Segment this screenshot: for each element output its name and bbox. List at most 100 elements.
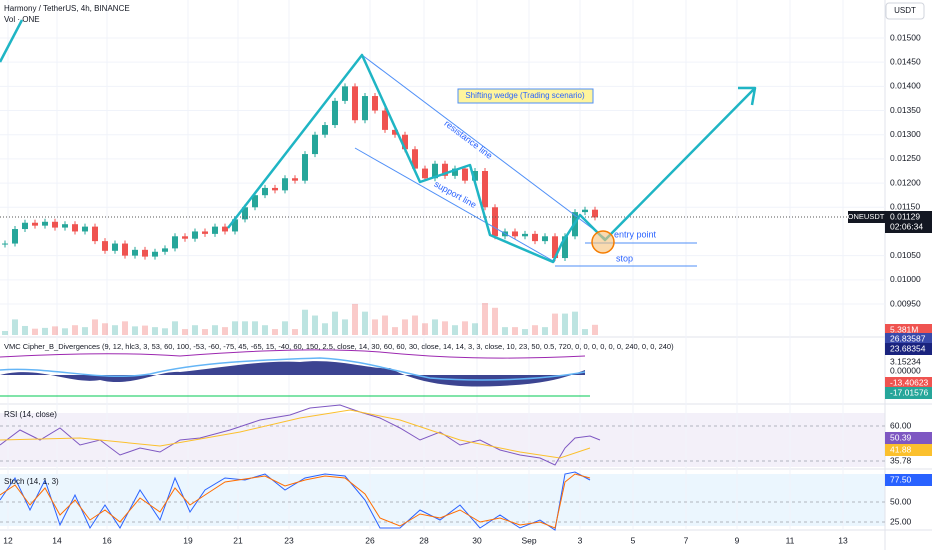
candle (182, 236, 188, 239)
candle (352, 86, 358, 121)
axis-tag-text: 25.00 (890, 516, 912, 526)
volume-bar (592, 324, 598, 335)
volume-bar (522, 329, 528, 335)
axis-labels: 0.01500 0.01450 0.01400 0.01350 0.01300 0.012… (3, 32, 932, 545)
y-tick-label: 0.01350 (890, 105, 921, 115)
x-tick-label: 7 (684, 535, 689, 545)
volume-bar (292, 329, 298, 335)
volume-bar (212, 325, 218, 335)
candle (162, 248, 168, 252)
candle (12, 229, 18, 244)
volume-bar (302, 309, 308, 335)
axis-tag (885, 444, 932, 456)
axis-tag (885, 387, 932, 399)
vmc-title: VMC Cipher_B_Divergences (9, 12, hlc3, 3… (4, 342, 674, 351)
volume-bar (162, 328, 168, 335)
volume-bar (152, 327, 158, 335)
volume-bar (532, 325, 538, 335)
rsi-ma (0, 409, 591, 459)
candle (272, 187, 278, 191)
currency-button[interactable] (885, 2, 925, 20)
arrow-left (0, 19, 24, 63)
volume-bar (42, 327, 48, 335)
candle (212, 226, 218, 234)
volume-bar (462, 321, 468, 335)
scenario-path (0, 19, 757, 264)
volume-bar (142, 325, 148, 335)
volume-bar (252, 321, 258, 335)
x-tick-label: 14 (52, 535, 62, 545)
volume-bar (472, 323, 478, 335)
volume-bar (322, 323, 328, 335)
candle (282, 178, 288, 191)
x-tick-label: 30 (472, 535, 482, 545)
volume-bar (312, 315, 318, 335)
volume-bar (442, 321, 448, 335)
candle (172, 236, 178, 249)
volume-bar (112, 325, 118, 335)
candle (52, 221, 58, 228)
candle (42, 221, 48, 226)
candle (202, 231, 208, 234)
candle (122, 243, 128, 256)
y-tick-label: 0.01300 (890, 129, 921, 139)
volume-bar (342, 319, 348, 335)
axis-tag-text: 23.68354 (890, 343, 926, 353)
stoch-k (0, 471, 591, 531)
candle (532, 233, 538, 242)
volume-bar (62, 328, 68, 335)
volume-bar (332, 311, 338, 335)
axis-tag-text: -13.40623 (890, 377, 929, 387)
volume-bar (412, 315, 418, 335)
y-tick-label: 0.01400 (890, 81, 921, 91)
axis-tag-text: 0.00000 (890, 365, 921, 375)
volume-bar (372, 319, 378, 335)
volume-bar (502, 327, 508, 335)
volume-bar (182, 329, 188, 335)
axis-tag (885, 432, 932, 444)
x-tick-label: 11 (786, 535, 795, 545)
volume-bar (542, 327, 548, 335)
y-tick-label: 0.01500 (890, 32, 921, 42)
volume-bar (552, 313, 558, 335)
candle (442, 163, 448, 176)
volume-bar (2, 331, 8, 335)
candles (2, 83, 598, 262)
x-tick-label: 5 (631, 535, 636, 545)
price-tag-text: 0.01129 (890, 211, 920, 221)
candle (242, 207, 248, 220)
volume-bar (282, 321, 288, 335)
candle (332, 100, 338, 126)
candle (452, 168, 458, 176)
axis-tag-text: 77.50 (890, 474, 912, 484)
candle (562, 236, 568, 259)
candle (432, 163, 438, 179)
support-line (354, 147, 556, 263)
candle (382, 110, 388, 130)
candle (102, 241, 108, 251)
stoch-d (0, 473, 591, 529)
volume-bar (382, 315, 388, 335)
x-tick-label: 16 (102, 535, 112, 545)
volume-bar (362, 311, 368, 335)
y-tick-label: 0.01200 (890, 177, 921, 187)
candle (362, 96, 368, 121)
axis-tag (885, 474, 932, 486)
axis-tag-text: 26.83587 (890, 333, 926, 343)
x-tick-label: 3 (578, 535, 583, 545)
annotation: entry point (614, 229, 657, 239)
volume-bar (172, 321, 178, 335)
annotation-box-text: Shifting wedge (Trading scenario) (465, 91, 585, 100)
currency[interactable]: USDT (894, 6, 916, 15)
candle (142, 249, 148, 257)
candle (112, 243, 118, 251)
candle (152, 251, 158, 257)
axis-tag (885, 377, 932, 389)
x-tick-label: Sep (521, 535, 536, 545)
axis-tag-text: 41.88 (890, 444, 912, 454)
axis-tag-text: -17.01576 (890, 387, 929, 397)
grid (0, 0, 885, 530)
zigzag (227, 53, 756, 264)
volume-bar (202, 329, 208, 335)
